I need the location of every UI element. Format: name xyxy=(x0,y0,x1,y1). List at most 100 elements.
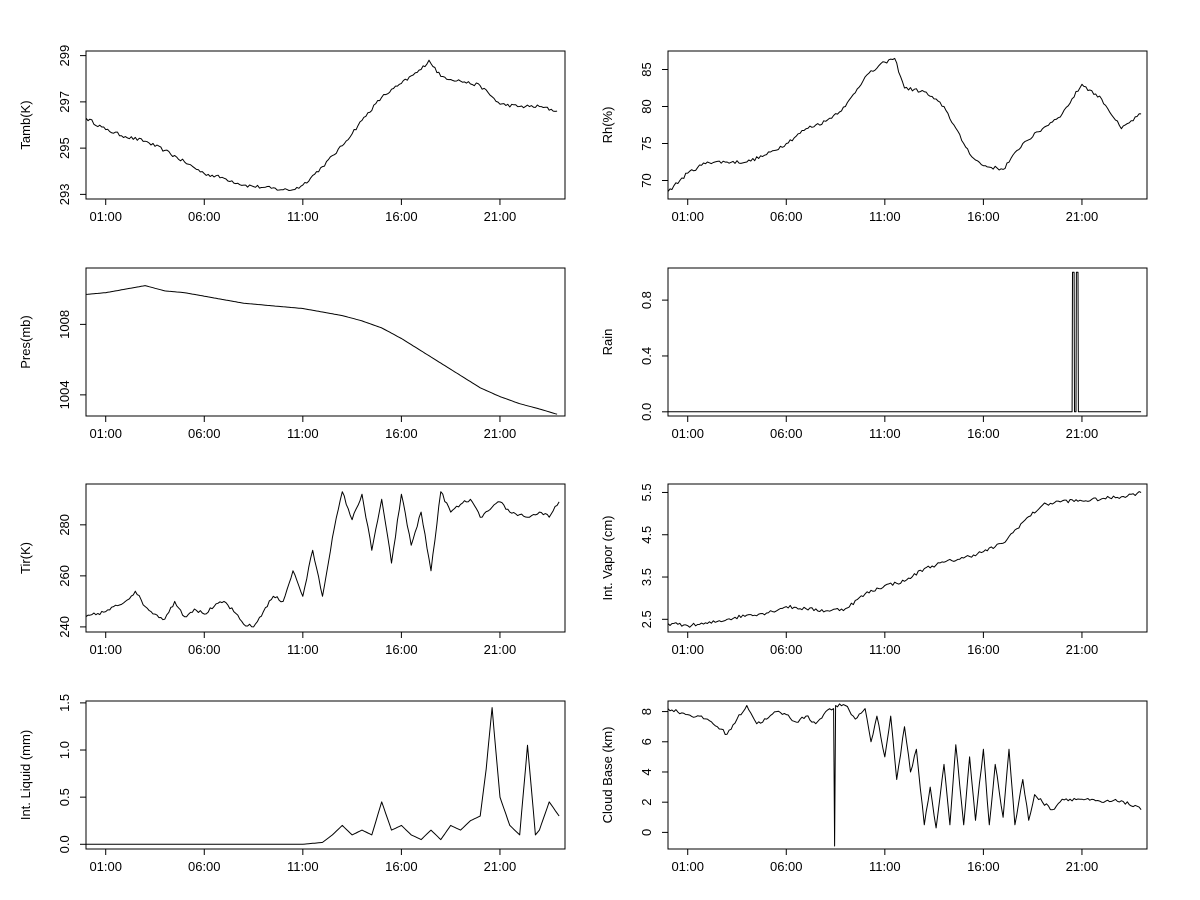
panel-tir-k-x-tick-label: 21:00 xyxy=(484,642,517,657)
panel-tamb-k-x-tick-label: 21:00 xyxy=(484,209,517,224)
panel-tir-k-y-tick-label: 260 xyxy=(57,565,72,587)
panel-int-liquid-mm-x-tick-label: 21:00 xyxy=(484,859,517,874)
panel-int-vapor-cm-y-tick-label: 3.5 xyxy=(639,568,654,586)
panel-int-vapor-cm-x-tick-label: 06:00 xyxy=(770,642,803,657)
panel-cloud-base-km-y-tick-label: 6 xyxy=(639,738,654,745)
panel-rain-x-tick-label: 21:00 xyxy=(1066,426,1099,441)
panel-rh: 01:00 06:00 11:00 16:00 21:00 70 75 80 85 Rh(%) xyxy=(600,50,1148,224)
panel-int-vapor-cm-y-tick-label: 4.5 xyxy=(639,526,654,544)
panel-cloud-base-km-y-tick-label: 2 xyxy=(639,799,654,806)
panel-int-vapor-cm: 01:00 06:00 11:00 16:00 21:00 2.5 3.5 4.5 5.5 Int… xyxy=(600,483,1148,657)
panel-cloud-base-km-series-line xyxy=(667,703,1142,847)
panel-cloud-base-km-y-tick-label: 4 xyxy=(639,768,654,775)
panel-tir-k-x-tick-label: 11:00 xyxy=(287,642,319,657)
panel-tamb-k: 01:00 06:00 11:00 16:00 21:00 293 295 297 299 Tam… xyxy=(18,45,566,224)
panel-int-vapor-cm-y-tick-label: 5.5 xyxy=(639,483,654,501)
panel-pres-mb-x-tick-label: 21:00 xyxy=(484,426,517,441)
panel-pres-mb-x-tick-label: 01:00 xyxy=(89,426,122,441)
panel-tamb-k-y-tick-label: 299 xyxy=(57,45,72,67)
panel-pres-mb: 01:00 06:00 11:00 16:00 21:00 1004 1008 Pres(mb… xyxy=(18,267,566,441)
panel-int-liquid-mm-x-tick-label: 16:00 xyxy=(385,859,418,874)
panel-rh-y-tick-label: 70 xyxy=(639,173,654,187)
panel-int-vapor-cm-x-tick-label: 21:00 xyxy=(1066,642,1099,657)
panel-tamb-k-y-tick-label: 295 xyxy=(57,137,72,159)
panel-cloud-base-km-x-tick-label: 16:00 xyxy=(967,859,1000,874)
panel-int-liquid-mm-x-tick-label: 01:00 xyxy=(89,859,122,874)
panel-rain-frame xyxy=(667,267,1148,417)
panel-pres-mb-x-tick-label: 16:00 xyxy=(385,426,418,441)
panel-int-liquid-mm-y-tick-label: 0.5 xyxy=(57,788,72,806)
panel-tir-k-y-tick-label: 280 xyxy=(57,514,72,536)
panel-cloud-base-km-y-axis-label: Cloud Base (km) xyxy=(600,727,615,824)
panel-int-vapor-cm-series-line xyxy=(667,491,1142,628)
panel-rain-y-axis-label: Rain xyxy=(600,329,615,356)
panel-int-liquid-mm: 01:00 06:00 11:00 16:00 21:00 0.0 0.5 1.0 1.5 Int… xyxy=(18,694,566,874)
panel-tamb-k-x-tick-label: 11:00 xyxy=(287,209,319,224)
panel-pres-mb-series-line xyxy=(85,285,558,415)
panel-pres-mb-y-tick-label: 1008 xyxy=(57,310,72,339)
panel-int-vapor-cm-y-tick-label: 2.5 xyxy=(639,610,654,628)
panel-tamb-k-frame xyxy=(85,50,566,200)
panel-pres-mb-y-tick-label: 1004 xyxy=(57,380,72,409)
panel-cloud-base-km-frame xyxy=(667,700,1148,850)
panel-rain-series-line xyxy=(668,271,1142,413)
panel-rh-y-axis-label: Rh(%) xyxy=(600,107,615,144)
panel-cloud-base-km-x-tick-label: 11:00 xyxy=(869,859,901,874)
panel-int-vapor-cm-x-tick-label: 16:00 xyxy=(967,642,1000,657)
panel-int-liquid-mm-y-tick-label: 0.0 xyxy=(57,835,72,853)
panel-rain-x-tick-label: 06:00 xyxy=(770,426,803,441)
panel-tir-k-x-tick-label: 01:00 xyxy=(89,642,122,657)
panel-rh-series-line xyxy=(667,57,1142,192)
panel-pres-mb-x-tick-label: 06:00 xyxy=(188,426,221,441)
panel-pres-mb-x-tick-label: 11:00 xyxy=(287,426,319,441)
panel-tamb-k-series-line xyxy=(85,59,558,191)
panel-tir-k-y-axis-label: Tir(K) xyxy=(18,542,33,574)
panel-rain: 01:00 06:00 11:00 16:00 21:00 0.0 0.4 0.8 Rain xyxy=(600,267,1148,441)
panel-tamb-k-x-tick-label: 16:00 xyxy=(385,209,418,224)
panel-int-liquid-mm-y-tick-label: 1.0 xyxy=(57,741,72,759)
panel-rain-y-tick-label: 0.8 xyxy=(639,291,654,309)
panel-tir-k-x-tick-label: 16:00 xyxy=(385,642,418,657)
panel-rain-y-tick-label: 0.0 xyxy=(639,403,654,421)
panel-rh-y-tick-label: 80 xyxy=(639,99,654,113)
panel-rh-y-tick-label: 85 xyxy=(639,62,654,76)
panel-tamb-k-x-tick-label: 01:00 xyxy=(89,209,122,224)
panel-int-vapor-cm-y-axis-label: Int. Vapor (cm) xyxy=(600,515,615,600)
panel-int-vapor-cm-frame xyxy=(667,483,1148,633)
panel-int-liquid-mm-y-axis-label: Int. Liquid (mm) xyxy=(18,730,33,820)
panel-int-liquid-mm-frame xyxy=(85,700,566,850)
panel-cloud-base-km-y-tick-label: 8 xyxy=(639,708,654,715)
panel-cloud-base-km-x-tick-label: 21:00 xyxy=(1066,859,1099,874)
panel-rh-x-tick-label: 01:00 xyxy=(671,209,704,224)
panel-cloud-base-km-x-tick-label: 06:00 xyxy=(770,859,803,874)
panel-rh-x-tick-label: 16:00 xyxy=(967,209,1000,224)
panel-rh-y-tick-label: 75 xyxy=(639,136,654,150)
panel-tamb-k-y-axis-label: Tamb(K) xyxy=(18,100,33,149)
panel-tamb-k-y-tick-label: 297 xyxy=(57,91,72,113)
panel-int-liquid-mm-y-tick-label: 1.5 xyxy=(57,694,72,712)
panel-rh-x-tick-label: 21:00 xyxy=(1066,209,1099,224)
panel-rh-x-tick-label: 11:00 xyxy=(869,209,901,224)
panel-tir-k-y-tick-label: 240 xyxy=(57,616,72,638)
panel-tir-k-series-line xyxy=(85,491,560,628)
panel-tamb-k-x-tick-label: 06:00 xyxy=(188,209,221,224)
panel-int-liquid-mm-x-tick-label: 06:00 xyxy=(188,859,221,874)
panel-rain-x-tick-label: 16:00 xyxy=(967,426,1000,441)
panel-pres-mb-y-axis-label: Pres(mb) xyxy=(18,315,33,368)
panel-tamb-k-y-tick-label: 293 xyxy=(57,184,72,206)
panel-rain-x-tick-label: 11:00 xyxy=(869,426,901,441)
panel-rh-x-tick-label: 06:00 xyxy=(770,209,803,224)
panel-rain-x-tick-label: 01:00 xyxy=(671,426,704,441)
panel-int-vapor-cm-x-tick-label: 11:00 xyxy=(869,642,901,657)
panel-rh-frame xyxy=(667,50,1148,200)
panel-tir-k-frame xyxy=(85,483,566,633)
panel-pres-mb-frame xyxy=(85,267,566,417)
panel-rain-y-tick-label: 0.4 xyxy=(639,347,654,365)
panel-cloud-base-km: 01:00 06:00 11:00 16:00 21:00 0 2 4 6 8 Cloud Base… xyxy=(600,700,1148,874)
panel-cloud-base-km-x-tick-label: 01:00 xyxy=(671,859,704,874)
panel-tir-k-x-tick-label: 06:00 xyxy=(188,642,221,657)
panel-int-liquid-mm-series-line xyxy=(86,707,560,845)
panel-int-vapor-cm-x-tick-label: 01:00 xyxy=(671,642,704,657)
panel-cloud-base-km-y-tick-label: 0 xyxy=(639,829,654,836)
